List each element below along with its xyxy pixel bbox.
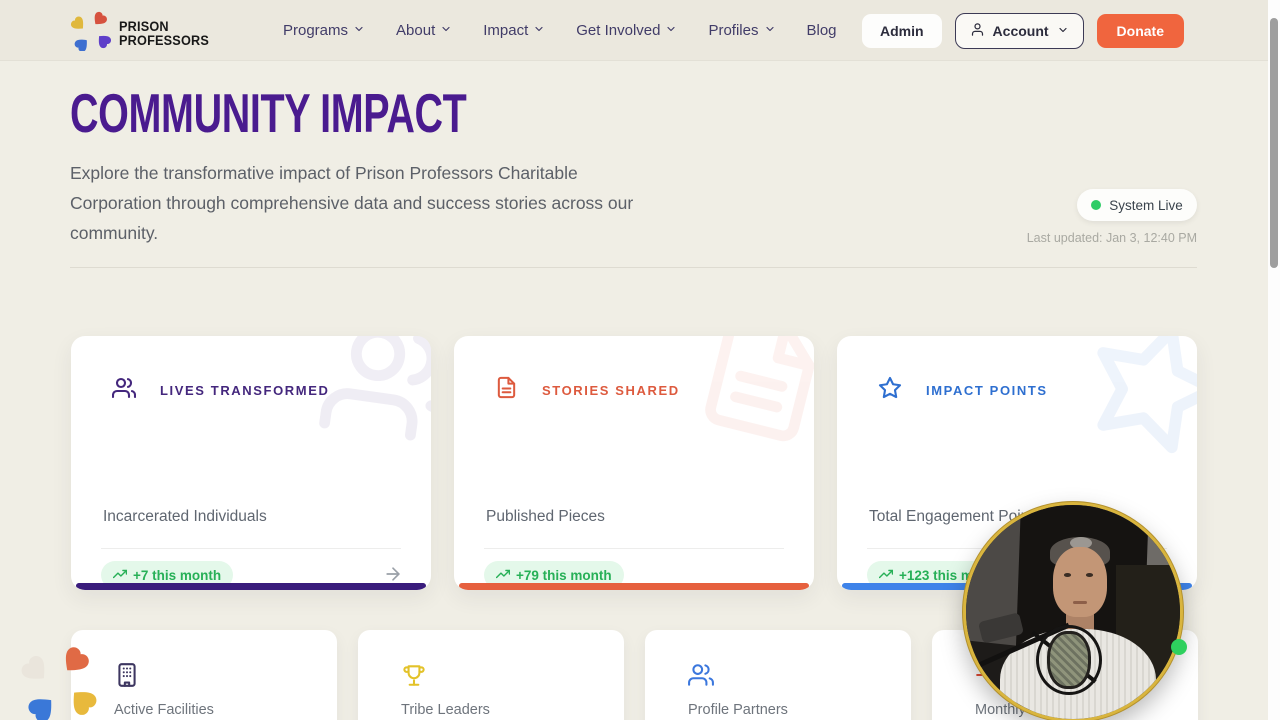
nav-item-get-involved[interactable]: Get Involved — [576, 22, 677, 39]
nav-item-about[interactable]: About — [396, 22, 452, 39]
nav-item-impact[interactable]: Impact — [483, 22, 545, 39]
chevron-down-icon — [440, 22, 452, 39]
arrow-right-icon[interactable] — [383, 564, 403, 589]
section-divider — [70, 267, 1197, 268]
donate-button[interactable]: Donate — [1096, 13, 1184, 48]
user-icon — [970, 22, 985, 40]
stat-sublabel: Incarcerated Individuals — [103, 508, 267, 525]
page-title: COMMUNITY IMPACT — [70, 83, 467, 145]
page-scrollbar-track[interactable] — [1268, 0, 1280, 720]
mini-card-label: Active Facilities — [114, 702, 214, 718]
nav-item-blog[interactable]: Blog — [806, 22, 837, 39]
chevron-down-icon — [353, 22, 365, 39]
chevron-down-icon — [665, 22, 677, 39]
header-actions: Admin Account Donate — [861, 0, 1184, 61]
logo-hearts-icon — [70, 11, 112, 56]
building-icon — [114, 662, 140, 693]
people-icon — [688, 662, 714, 693]
webcam-person — [1064, 573, 1071, 577]
stat-card-stories-shared[interactable]: STORIES SHARED 18,141 Published Pieces +… — [454, 336, 814, 590]
page-scrollbar-thumb[interactable] — [1270, 18, 1278, 268]
logo[interactable]: PRISON PROFESSORS — [70, 11, 215, 56]
mini-card-label: Profile Partners — [688, 702, 788, 718]
card-divider — [101, 548, 401, 549]
live-status-dot — [1091, 200, 1102, 210]
trending-up-icon — [878, 567, 894, 584]
card-accent-bar — [76, 583, 426, 590]
account-button[interactable]: Account — [954, 12, 1084, 49]
microphone-shock-mount — [1036, 625, 1102, 695]
last-updated-text: Last updated: Jan 3, 12:40 PM — [1026, 231, 1197, 245]
stat-label: STORIES SHARED — [542, 382, 680, 398]
trophy-icon — [401, 662, 427, 693]
card-divider — [484, 548, 784, 549]
stat-sublabel: Published Pieces — [486, 508, 605, 525]
nav-item-profiles[interactable]: Profiles — [708, 22, 775, 39]
people-watermark-icon — [316, 336, 431, 461]
chevron-down-icon — [1057, 23, 1069, 39]
webcam-video-overlay[interactable] — [963, 502, 1183, 720]
card-accent-bar — [459, 583, 809, 590]
webcam-online-dot — [1171, 639, 1187, 655]
webcam-person — [1086, 573, 1093, 577]
trending-up-icon — [112, 567, 128, 584]
webcam-person — [1053, 547, 1107, 617]
people-icon — [111, 376, 137, 405]
star-icon — [878, 376, 902, 405]
document-watermark-icon — [684, 336, 814, 459]
mini-card-active-facilities[interactable]: Active Facilities — [71, 630, 337, 720]
mini-card-tribe-leaders[interactable]: Tribe Leaders — [358, 630, 624, 720]
stat-label: LIVES TRANSFORMED — [160, 383, 330, 398]
page-description: Explore the transformative impact of Pri… — [70, 163, 634, 243]
logo-hearts-watermark-icon — [20, 645, 98, 720]
nav-item-programs[interactable]: Programs — [283, 22, 365, 39]
microphone-icon — [1047, 631, 1091, 689]
chevron-down-icon — [533, 22, 545, 39]
system-status-badge: System Live — [1077, 189, 1197, 221]
star-watermark-icon — [1064, 336, 1197, 479]
logo-text: PRISON PROFESSORS — [119, 18, 210, 48]
stat-card-lives-transformed[interactable]: LIVES TRANSFORMED 5,093 Incarcerated Ind… — [71, 336, 431, 590]
webcam-person — [1073, 601, 1087, 604]
trending-up-icon — [495, 567, 511, 584]
mini-card-label: Tribe Leaders — [401, 702, 490, 718]
main-nav: Programs About Impact Get Involved Profi… — [283, 0, 837, 61]
stat-label: IMPACT POINTS — [926, 383, 1048, 398]
top-navigation-bar: PRISON PROFESSORS Programs About Impact … — [0, 0, 1268, 61]
webcam-person — [1070, 537, 1092, 549]
document-icon — [495, 376, 518, 404]
admin-button[interactable]: Admin — [861, 13, 942, 48]
chevron-down-icon — [764, 22, 776, 39]
mini-card-profile-partners[interactable]: Profile Partners — [645, 630, 911, 720]
